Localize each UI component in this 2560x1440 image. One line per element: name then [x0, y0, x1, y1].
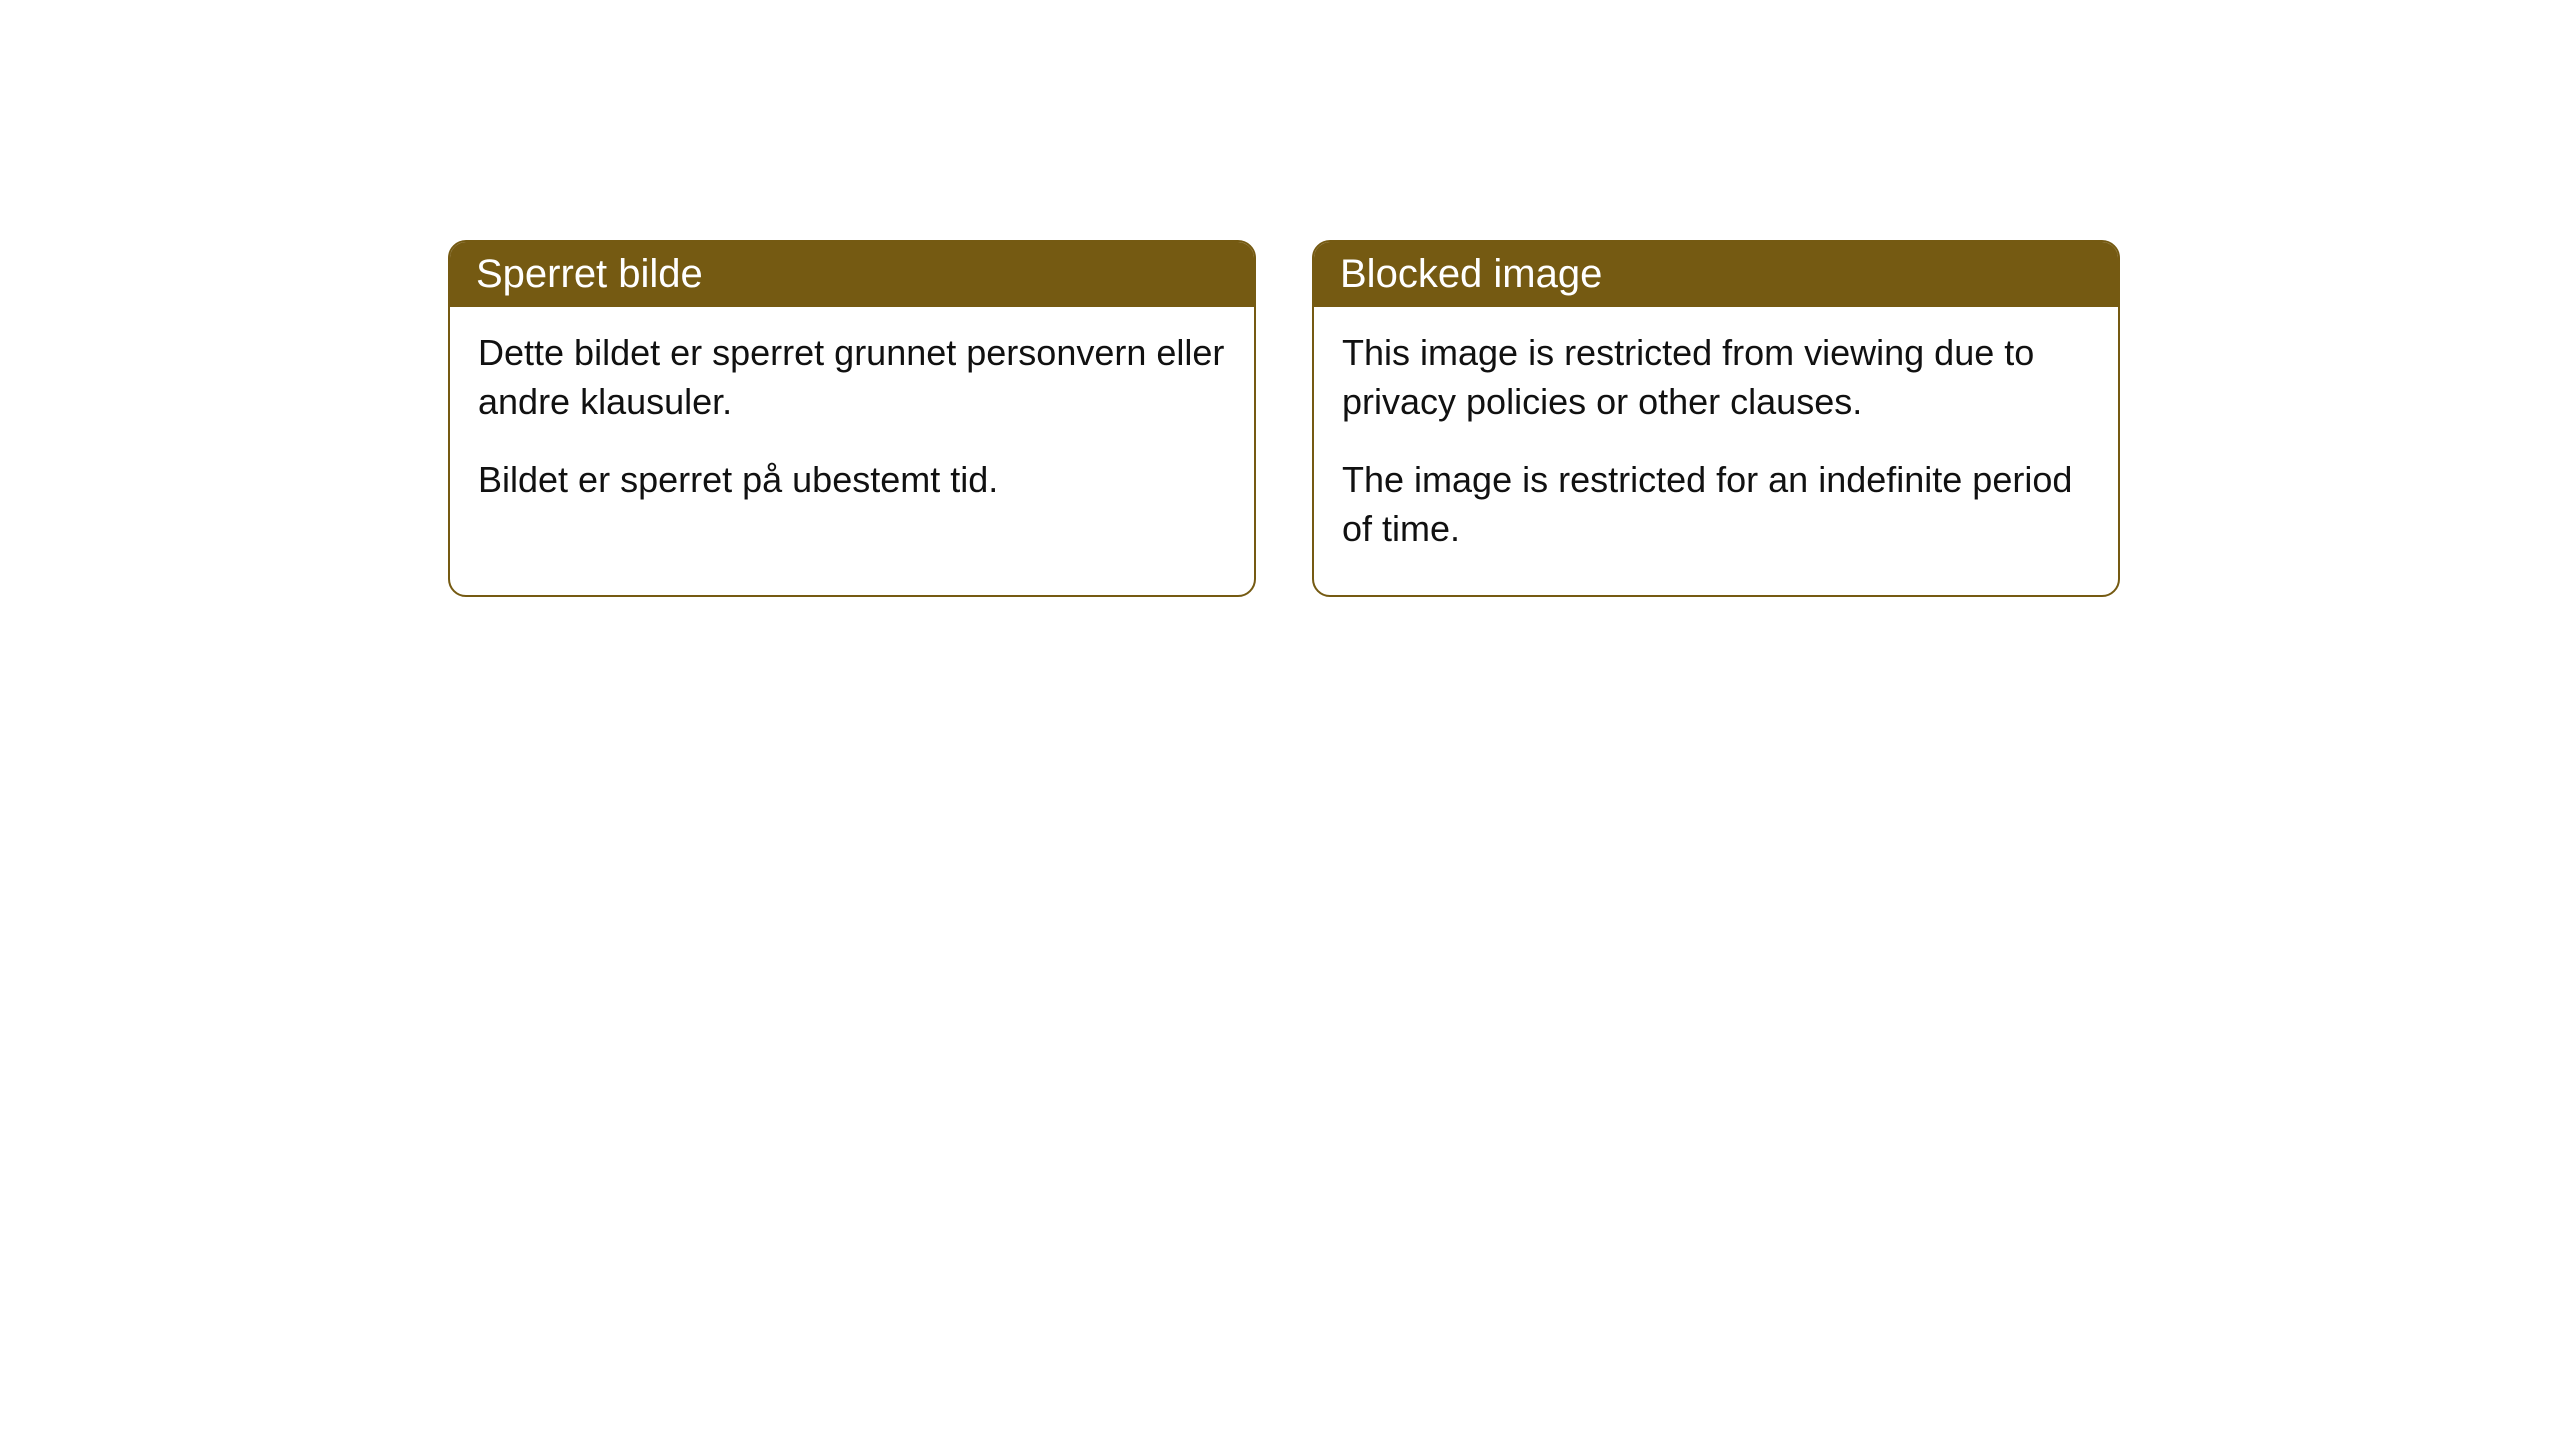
card-paragraph: Bildet er sperret på ubestemt tid.	[478, 456, 1226, 505]
card-paragraph: The image is restricted for an indefinit…	[1342, 456, 2090, 553]
blocked-image-card-norwegian: Sperret bilde Dette bildet er sperret gr…	[448, 240, 1256, 597]
cards-container: Sperret bilde Dette bildet er sperret gr…	[0, 0, 2560, 597]
card-title: Blocked image	[1340, 252, 1602, 296]
card-paragraph: Dette bildet er sperret grunnet personve…	[478, 329, 1226, 426]
card-title: Sperret bilde	[476, 252, 703, 296]
blocked-image-card-english: Blocked image This image is restricted f…	[1312, 240, 2120, 597]
card-paragraph: This image is restricted from viewing du…	[1342, 329, 2090, 426]
card-header-english: Blocked image	[1314, 242, 2118, 307]
card-header-norwegian: Sperret bilde	[450, 242, 1254, 307]
card-body-english: This image is restricted from viewing du…	[1314, 307, 2118, 595]
card-body-norwegian: Dette bildet er sperret grunnet personve…	[450, 307, 1254, 547]
